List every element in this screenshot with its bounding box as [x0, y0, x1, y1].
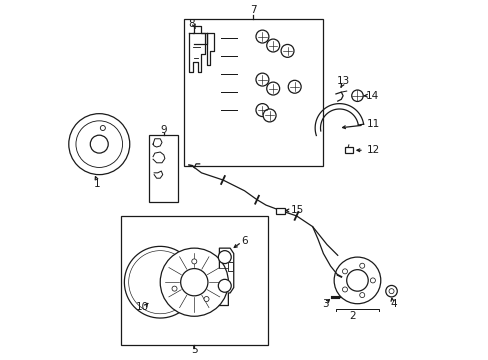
Text: 2: 2 — [348, 311, 355, 321]
Text: 7: 7 — [250, 5, 256, 15]
Circle shape — [255, 104, 268, 117]
Text: 15: 15 — [290, 206, 303, 216]
Bar — [121, 216, 267, 345]
Circle shape — [255, 30, 268, 43]
Text: 11: 11 — [366, 120, 379, 129]
Text: 1: 1 — [94, 179, 101, 189]
Bar — [276, 208, 284, 214]
Text: 13: 13 — [336, 76, 349, 86]
Circle shape — [180, 269, 207, 296]
Text: 3: 3 — [321, 299, 328, 309]
Circle shape — [191, 259, 196, 264]
Circle shape — [351, 90, 363, 102]
Circle shape — [369, 278, 375, 283]
Circle shape — [69, 114, 129, 175]
Circle shape — [281, 44, 293, 57]
Text: 12: 12 — [366, 145, 379, 155]
Circle shape — [172, 286, 177, 291]
Circle shape — [359, 293, 364, 298]
Text: 6: 6 — [241, 236, 247, 246]
Circle shape — [263, 109, 276, 122]
Circle shape — [218, 279, 231, 292]
Text: 14: 14 — [365, 91, 378, 101]
Circle shape — [333, 257, 380, 304]
Circle shape — [203, 297, 208, 302]
Circle shape — [255, 73, 268, 86]
Circle shape — [76, 121, 122, 167]
Bar — [149, 135, 178, 202]
Circle shape — [342, 269, 347, 274]
Text: 5: 5 — [191, 345, 197, 355]
Circle shape — [342, 287, 347, 292]
Bar — [344, 147, 352, 153]
Circle shape — [266, 39, 279, 52]
Circle shape — [287, 80, 301, 93]
Circle shape — [160, 248, 228, 316]
Text: 10: 10 — [136, 302, 148, 312]
Text: 8: 8 — [188, 19, 194, 29]
Bar — [183, 19, 323, 166]
Bar — [227, 262, 233, 271]
Circle shape — [385, 285, 396, 297]
Circle shape — [359, 263, 364, 268]
Circle shape — [388, 289, 393, 294]
Circle shape — [100, 126, 105, 131]
Circle shape — [218, 251, 231, 264]
Text: 4: 4 — [389, 299, 396, 309]
Text: 9: 9 — [160, 125, 167, 135]
Circle shape — [266, 82, 279, 95]
Circle shape — [90, 135, 108, 153]
Circle shape — [346, 270, 367, 291]
